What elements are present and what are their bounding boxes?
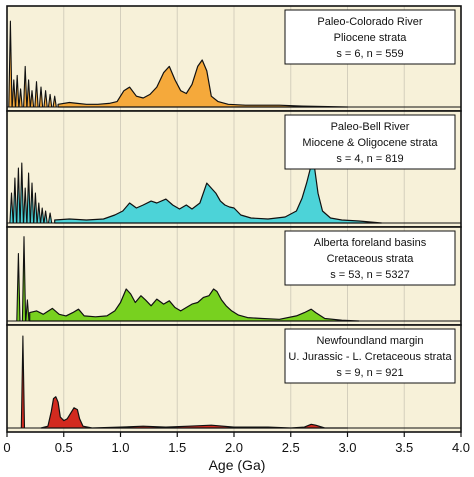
density-spike (11, 79, 16, 108)
x-tick-label: 0 (3, 440, 10, 455)
legend-line-1: Newfoundland margin (316, 335, 423, 347)
x-axis-title: Age (Ga) (209, 457, 266, 473)
x-tick-label: 3.0 (338, 440, 356, 455)
density-spike (43, 90, 48, 108)
density-spike (43, 210, 48, 224)
x-tick-label: 1.0 (111, 440, 129, 455)
panel-legend: Paleo-Colorado River Pliocene strata s = 6… (284, 9, 456, 65)
x-axis: 0 0.5 1.0 1.5 2.0 2.5 3.0 3.5 4.0 (3, 432, 470, 455)
x-tick-label: 3.5 (395, 440, 413, 455)
density-area (29, 288, 360, 322)
x-tick-label: 1.5 (168, 440, 186, 455)
legend-line-3: s = 4, n = 819 (336, 153, 403, 165)
density-spike (34, 81, 39, 108)
legend-line-1: Paleo-Bell River (331, 121, 410, 133)
x-tick-label: 0.5 (55, 440, 73, 455)
density-spike (19, 162, 24, 224)
legend-line-2: U. Jurassic - L. Cretaceous strata (288, 351, 452, 363)
panel-legend: Newfoundland margin U. Jurassic - L. Cret… (284, 328, 456, 384)
density-spike (8, 20, 13, 108)
density-spike (47, 93, 53, 108)
panel-1: Paleo-Colorado River Pliocene strata s = 6… (6, 5, 462, 112)
density-area (57, 59, 349, 108)
density-spike (33, 192, 38, 224)
panel-4: Newfoundland margin U. Jurassic - L. Cret… (6, 324, 462, 433)
density-spike (36, 202, 41, 224)
x-tick-label: 2.5 (282, 440, 300, 455)
panels: Paleo-Colorado River Pliocene strata s = 6… (6, 5, 462, 433)
legend-line-2: Miocene & Oligocene strata (302, 137, 438, 149)
legend-line-2: Pliocene strata (334, 32, 408, 44)
density-spike (29, 90, 35, 108)
legend-box (284, 328, 456, 384)
density-spike (38, 86, 44, 108)
legend-line-2: Cretaceous strata (327, 253, 415, 265)
legend-box (284, 114, 456, 170)
density-spike (18, 88, 23, 108)
panel-2: Paleo-Bell River Miocene & Oligocene stra… (6, 110, 462, 228)
legend-box (284, 9, 456, 65)
density-spike (16, 167, 21, 224)
legend-box (284, 230, 456, 286)
density-spike (25, 299, 30, 322)
panel-3: Alberta foreland basins Cretaceous strata… (6, 226, 462, 326)
density-spike (9, 192, 14, 224)
legend-line-1: Alberta foreland basins (314, 237, 427, 249)
legend-line-3: s = 53, n = 5327 (330, 269, 410, 281)
density-spike (21, 236, 27, 322)
density-spike (26, 172, 31, 224)
legend-line-3: s = 6, n = 559 (336, 48, 403, 60)
density-spike (52, 95, 57, 108)
density-spike (47, 212, 53, 224)
density-spike (16, 253, 21, 322)
x-tick-label: 2.0 (225, 440, 243, 455)
density-spike (26, 79, 31, 108)
density-spike (23, 65, 28, 108)
panel-legend: Alberta foreland basins Cretaceous strata… (284, 230, 456, 286)
x-tick-label: 4.0 (452, 440, 470, 455)
density-spike (12, 177, 18, 224)
legend-line-1: Paleo-Colorado River (317, 16, 422, 28)
density-spike (40, 207, 45, 224)
density-spike (23, 187, 28, 224)
density-spike (29, 182, 35, 224)
density-spike (15, 74, 20, 108)
legend-line-3: s = 9, n = 921 (336, 367, 403, 379)
density-spike (20, 335, 26, 429)
density-area (54, 164, 383, 224)
panel-legend: Paleo-Bell River Miocene & Oligocene stra… (284, 114, 456, 170)
